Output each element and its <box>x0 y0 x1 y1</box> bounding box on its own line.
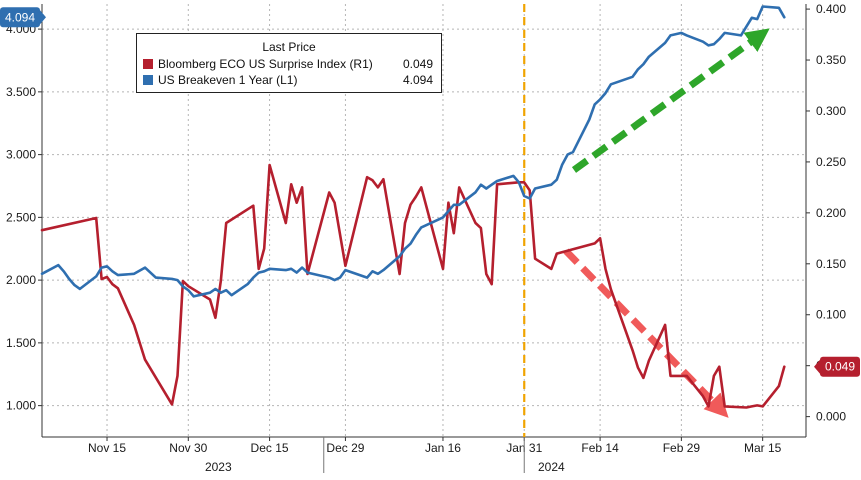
right-tick-label: 0.200 <box>816 206 846 220</box>
legend-axis-label: (L1) <box>276 73 298 87</box>
annotation-arrows <box>563 28 770 418</box>
x-tick-label: Feb 14 <box>581 441 619 455</box>
x-tick-label: Jan 16 <box>425 441 461 455</box>
left-tick-label: 1.500 <box>6 336 36 350</box>
plot-frame <box>41 4 807 438</box>
legend-item-surprise-index: Bloomberg ECO US Surprise Index (R1) 0.0… <box>143 56 433 72</box>
left-tick-label: 2.500 <box>6 210 36 224</box>
last-value-label-right: 0.049 <box>825 360 855 374</box>
year-label-2024: 2024 <box>538 460 565 474</box>
right-tick-label: 0.400 <box>816 2 846 16</box>
right-tick-label: 0.150 <box>816 257 846 271</box>
legend-value: 0.049 <box>402 57 433 71</box>
right-tick-label: 0.350 <box>816 53 846 67</box>
last-value-tag-right <box>820 356 860 377</box>
x-tick-label: Feb 29 <box>663 441 701 455</box>
right-tick-label: 0.000 <box>816 410 846 424</box>
right-tick-label: 0.300 <box>816 104 846 118</box>
last-value-tag-pointer <box>40 10 46 25</box>
left-tick-label: 1.000 <box>6 399 36 413</box>
legend-title: Last Price <box>262 40 316 54</box>
series-layer <box>40 5 786 409</box>
series-line-breakeven <box>40 5 786 298</box>
x-tick-label: Dec 15 <box>251 441 289 455</box>
legend-value: 4.094 <box>402 73 433 87</box>
x-tick-label: Nov 15 <box>88 441 126 455</box>
year-label-2023: 2023 <box>205 460 232 474</box>
x-tick-label: Nov 30 <box>169 441 207 455</box>
right-tick-label: 0.100 <box>816 308 846 322</box>
legend-swatch-blue <box>143 75 153 85</box>
downtrend-arrow <box>563 248 729 418</box>
legend: Last Price Bloomberg ECO US Surprise Ind… <box>136 33 442 93</box>
legend-label: Bloomberg ECO US Surprise Index <box>158 57 347 71</box>
last-value-tags: 4.094 0.049 <box>0 7 860 377</box>
last-value-label-left: 4.094 <box>5 10 35 24</box>
legend-label: US Breakeven 1 Year <box>158 73 273 87</box>
legend-item-breakeven: US Breakeven 1 Year (L1) 4.094 <box>143 72 433 88</box>
x-axis: Nov 15 Nov 30 Dec 15 Dec 29 Jan 16 Jan 31 Feb … <box>88 437 782 474</box>
legend-swatch-red <box>143 59 153 69</box>
grid-layer <box>42 4 806 437</box>
x-tick-label: Dec 29 <box>326 441 364 455</box>
x-tick-label: Mar 15 <box>744 441 782 455</box>
series-line-surprise-index <box>40 163 786 409</box>
legend-axis-label: (R1) <box>349 57 373 71</box>
last-value-tag-left <box>0 7 40 28</box>
uptrend-arrow <box>571 28 770 173</box>
last-value-tag-pointer <box>814 359 820 374</box>
left-tick-label: 3.000 <box>6 148 36 162</box>
left-tick-label: 3.500 <box>6 85 36 99</box>
right-tick-label: 0.250 <box>816 155 846 169</box>
left-tick-label: 2.000 <box>6 273 36 287</box>
